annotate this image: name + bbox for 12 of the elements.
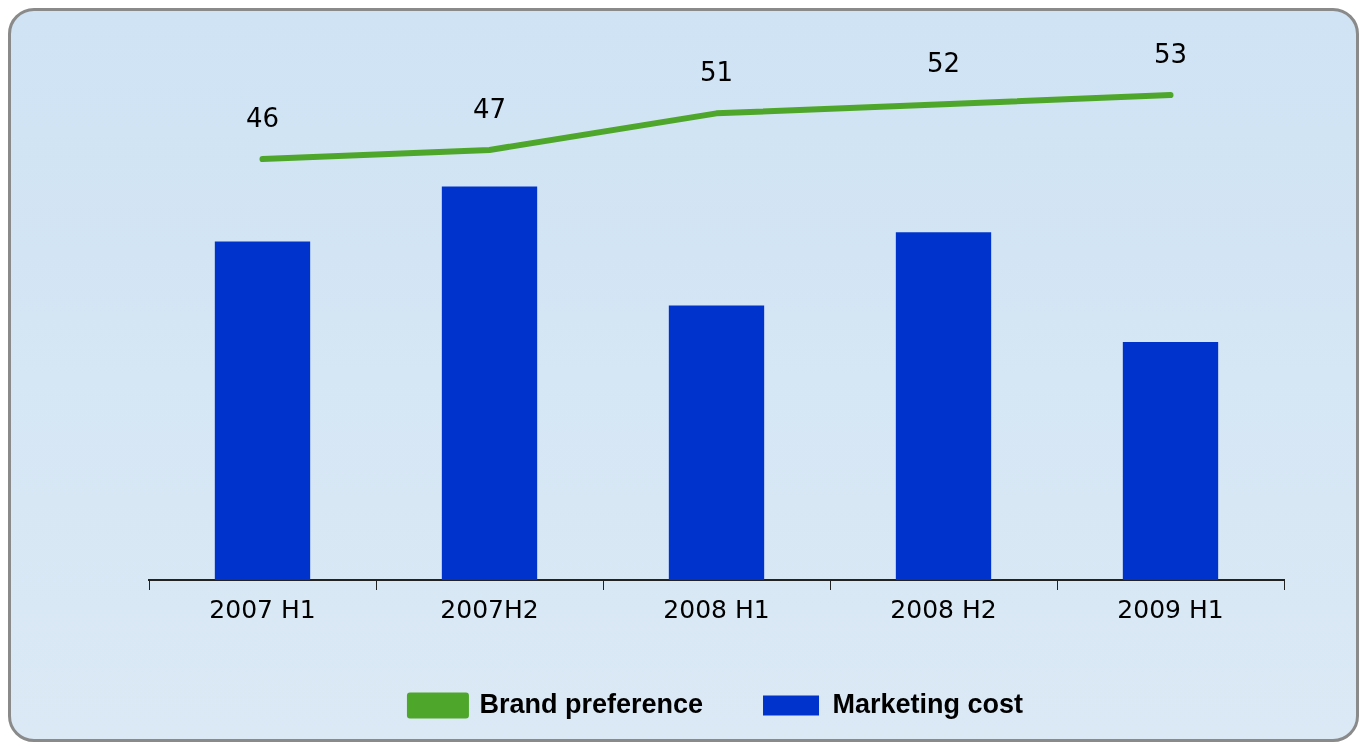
x-tick-label: 2008 H2 [890,594,997,624]
x-tick-label: 2009 H1 [1117,594,1224,624]
data-label: 46 [245,102,280,133]
legend-label: Brand preference [479,688,704,719]
data-label: 47 [472,93,507,124]
x-tick-label: 2007H2 [440,594,539,624]
data-label: 51 [699,57,734,88]
legend-label: Marketing cost [832,688,1024,719]
data-label: 52 [926,47,961,78]
data-label: 53 [1153,38,1188,69]
x-tick-label: 2008 H1 [663,594,770,624]
x-tick-label: 2007 H1 [209,594,316,624]
